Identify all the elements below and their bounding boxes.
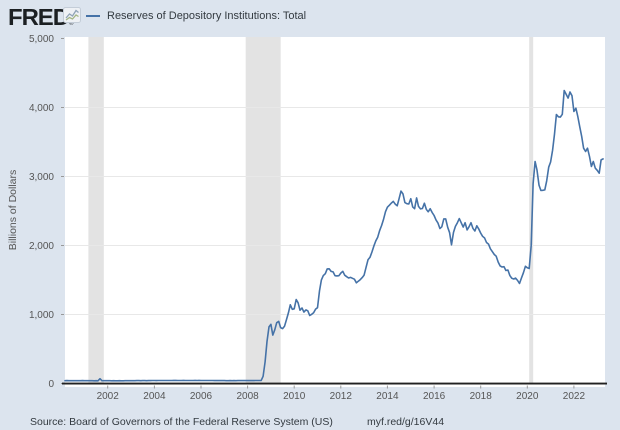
legend-line-swatch — [86, 15, 100, 17]
y-tick-label: 3,000 — [29, 172, 54, 183]
y-tick-label: 4,000 — [29, 103, 54, 114]
fred-sparkline-icon — [63, 7, 81, 28]
x-tick-label: 2020 — [516, 391, 539, 402]
x-tick-label: 2014 — [376, 391, 399, 402]
y-tick-label: 1,000 — [29, 310, 54, 321]
chart-header: FRED® Reserves of Depository Institution… — [0, 0, 620, 30]
plot-background — [65, 37, 605, 387]
x-tick-labels: 2002 2004 2006 2008 2010 2012 2014 2016 2018 2020… — [97, 385, 586, 402]
recession-band — [529, 37, 534, 384]
gridlines — [65, 107, 605, 315]
y-axis-title: Billions of Dollars — [7, 170, 19, 251]
x-tick-label: 2006 — [190, 391, 213, 402]
x-tick-label: 2010 — [283, 391, 306, 402]
x-tick-label: 2008 — [236, 391, 259, 402]
x-tick-label: 2018 — [470, 391, 493, 402]
source-text: Source: Board of Governors of the Federa… — [30, 416, 333, 428]
y-tick-label: 2,000 — [29, 241, 54, 252]
legend-label: Reserves of Depository Institutions: Tot… — [107, 10, 307, 22]
x-tick-label: 2002 — [97, 391, 120, 402]
y-tick-label: 0 — [48, 379, 54, 390]
registered-trademark: ® — [68, 21, 74, 27]
short-url-text: myf.red/g/16V44 — [367, 416, 445, 428]
chart-area: 0 1,000 2,000 3,000 4,000 5,000 2002 2004 2006 2… — [7, 34, 607, 402]
x-axis-line — [62, 382, 607, 385]
data-line — [64, 89, 604, 382]
x-axis — [62, 382, 607, 385]
chart-footer: Source: Board of Governors of the Federa… — [0, 414, 620, 430]
y-tick-label: 5,000 — [29, 34, 54, 45]
fred-logo-text: FRED — [8, 4, 70, 30]
data-line-group — [64, 89, 604, 382]
x-tick-label: 2016 — [423, 391, 446, 402]
y-tick-labels: 0 1,000 2,000 3,000 4,000 5,000 — [29, 34, 64, 390]
chart-legend: Reserves of Depository Institutions: Tot… — [86, 9, 306, 23]
x-tick-label: 2012 — [330, 391, 353, 402]
x-tick-label: 2022 — [563, 391, 586, 402]
x-tick-label: 2004 — [143, 391, 166, 402]
recession-bands — [88, 37, 534, 384]
fred-logo: FRED® — [8, 4, 74, 31]
recession-band — [245, 37, 281, 384]
recession-band — [88, 37, 104, 384]
